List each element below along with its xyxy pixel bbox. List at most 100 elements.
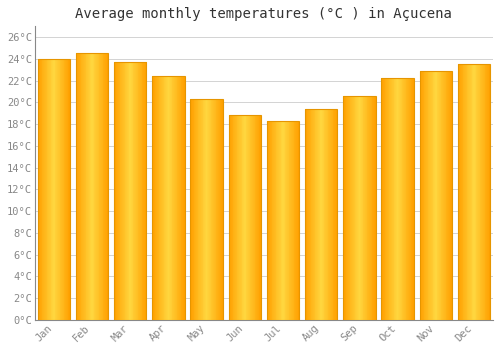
Bar [222, 99, 223, 320]
Bar [228, 116, 261, 320]
Bar [166, 76, 167, 320]
Bar [242, 116, 243, 320]
Bar [439, 71, 440, 320]
Bar [76, 54, 108, 320]
Bar [440, 71, 442, 320]
Bar [217, 99, 218, 320]
Bar [269, 121, 270, 320]
Bar [412, 78, 413, 320]
Bar [169, 76, 170, 320]
Bar [90, 54, 92, 320]
Bar [164, 76, 165, 320]
Bar [331, 109, 332, 320]
Bar [62, 59, 64, 320]
Bar [91, 54, 92, 320]
Bar [141, 62, 142, 320]
Bar [426, 71, 427, 320]
Bar [397, 78, 398, 320]
Bar [435, 71, 436, 320]
Bar [243, 116, 244, 320]
Bar [366, 96, 368, 320]
Bar [430, 71, 431, 320]
Bar [120, 62, 122, 320]
Bar [216, 99, 217, 320]
Bar [461, 64, 462, 320]
Bar [212, 99, 213, 320]
Bar [253, 116, 254, 320]
Bar [479, 64, 480, 320]
Bar [366, 96, 367, 320]
Bar [127, 62, 128, 320]
Bar [422, 71, 423, 320]
Bar [365, 96, 366, 320]
Bar [409, 78, 410, 320]
Bar [192, 99, 193, 320]
Bar [52, 59, 53, 320]
Bar [399, 78, 400, 320]
Bar [268, 121, 270, 320]
Bar [308, 109, 309, 320]
Bar [139, 62, 140, 320]
Bar [458, 64, 460, 320]
Bar [400, 78, 401, 320]
Bar [486, 64, 487, 320]
Bar [450, 71, 452, 320]
Bar [335, 109, 336, 320]
Bar [336, 109, 338, 320]
Bar [171, 76, 172, 320]
Bar [350, 96, 352, 320]
Bar [405, 78, 406, 320]
Bar [50, 59, 51, 320]
Bar [138, 62, 139, 320]
Bar [353, 96, 354, 320]
Bar [465, 64, 466, 320]
Bar [284, 121, 286, 320]
Bar [362, 96, 364, 320]
Bar [442, 71, 443, 320]
Bar [247, 116, 248, 320]
Bar [114, 62, 146, 320]
Bar [282, 121, 283, 320]
Bar [476, 64, 478, 320]
Bar [160, 76, 161, 320]
Bar [238, 116, 239, 320]
Bar [368, 96, 369, 320]
Bar [276, 121, 278, 320]
Bar [462, 64, 464, 320]
Bar [195, 99, 196, 320]
Bar [80, 54, 82, 320]
Bar [436, 71, 438, 320]
Bar [156, 76, 157, 320]
Bar [431, 71, 432, 320]
Bar [104, 54, 105, 320]
Bar [38, 59, 70, 320]
Bar [356, 96, 357, 320]
Bar [53, 59, 54, 320]
Bar [488, 64, 490, 320]
Bar [344, 96, 345, 320]
Bar [172, 76, 174, 320]
Bar [352, 96, 353, 320]
Bar [209, 99, 210, 320]
Bar [294, 121, 295, 320]
Bar [273, 121, 274, 320]
Bar [117, 62, 118, 320]
Bar [475, 64, 476, 320]
Bar [145, 62, 146, 320]
Bar [373, 96, 374, 320]
Bar [48, 59, 49, 320]
Bar [477, 64, 478, 320]
Bar [466, 64, 468, 320]
Bar [88, 54, 89, 320]
Bar [49, 59, 50, 320]
Bar [236, 116, 238, 320]
Bar [316, 109, 317, 320]
Bar [278, 121, 279, 320]
Bar [464, 64, 465, 320]
Bar [79, 54, 80, 320]
Bar [320, 109, 322, 320]
Bar [375, 96, 376, 320]
Bar [119, 62, 120, 320]
Bar [324, 109, 326, 320]
Bar [136, 62, 138, 320]
